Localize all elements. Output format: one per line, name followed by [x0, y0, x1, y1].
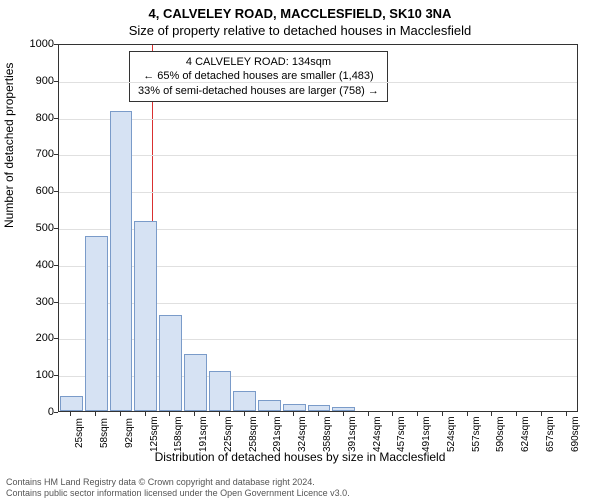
footer-attribution: Contains HM Land Registry data © Crown c… [6, 477, 350, 498]
xtick-label: 25sqm [74, 418, 85, 452]
x-axis-label: Distribution of detached houses by size … [0, 450, 600, 464]
xtick-mark [491, 412, 492, 416]
xtick-mark [268, 412, 269, 416]
xtick-label: 624sqm [520, 418, 531, 452]
ytick-label: 0 [14, 406, 54, 418]
xtick-mark [318, 412, 319, 416]
xtick-label: 424sqm [372, 418, 383, 452]
histogram-bar [159, 315, 182, 411]
histogram-bar [209, 371, 232, 411]
xtick-mark [145, 412, 146, 416]
xtick-label: 324sqm [297, 418, 308, 452]
xtick-label: 657sqm [545, 418, 556, 452]
xtick-label: 524sqm [446, 418, 457, 452]
xtick-mark [343, 412, 344, 416]
xtick-mark [293, 412, 294, 416]
ytick-mark [54, 44, 58, 45]
xtick-mark [566, 412, 567, 416]
xtick-label: 58sqm [99, 418, 110, 452]
histogram-bar [134, 221, 157, 411]
ytick-label: 300 [14, 296, 54, 308]
xtick-mark [194, 412, 195, 416]
xtick-mark [368, 412, 369, 416]
xtick-label: 125sqm [149, 418, 160, 452]
ytick-label: 200 [14, 332, 54, 344]
ytick-mark [54, 191, 58, 192]
xtick-label: 690sqm [570, 418, 581, 452]
xtick-label: 291sqm [272, 418, 283, 452]
ytick-mark [54, 302, 58, 303]
xtick-mark [516, 412, 517, 416]
ytick-label: 900 [14, 75, 54, 87]
xtick-label: 491sqm [421, 418, 432, 452]
xtick-label: 258sqm [248, 418, 259, 452]
xtick-label: 92sqm [124, 418, 135, 452]
histogram-chart: 4 CALVELEY ROAD: 134sqm ← 65% of detache… [58, 44, 578, 412]
xtick-mark [120, 412, 121, 416]
xtick-mark [467, 412, 468, 416]
ytick-mark [54, 338, 58, 339]
xtick-mark [219, 412, 220, 416]
footer-line1: Contains HM Land Registry data © Crown c… [6, 477, 350, 487]
ytick-mark [54, 412, 58, 413]
xtick-mark [169, 412, 170, 416]
ytick-label: 400 [14, 259, 54, 271]
ytick-label: 700 [14, 148, 54, 160]
footer-line2: Contains public sector information licen… [6, 488, 350, 498]
xtick-mark [244, 412, 245, 416]
xtick-mark [417, 412, 418, 416]
chart-title: Size of property relative to detached ho… [0, 21, 600, 38]
ytick-mark [54, 228, 58, 229]
address-title: 4, CALVELEY ROAD, MACCLESFIELD, SK10 3NA [0, 0, 600, 21]
ytick-label: 100 [14, 369, 54, 381]
xtick-label: 391sqm [347, 418, 358, 452]
ytick-mark [54, 265, 58, 266]
xtick-label: 590sqm [495, 418, 506, 452]
xtick-label: 225sqm [223, 418, 234, 452]
ytick-label: 800 [14, 112, 54, 124]
ytick-label: 600 [14, 185, 54, 197]
histogram-bar [60, 396, 83, 411]
ytick-mark [54, 375, 58, 376]
histogram-bar [85, 236, 108, 411]
histogram-bar [258, 400, 281, 411]
xtick-mark [442, 412, 443, 416]
histogram-bar [233, 391, 256, 411]
callout-line3: 33% of semi-detached houses are larger (… [138, 84, 379, 98]
ytick-label: 500 [14, 222, 54, 234]
xtick-label: 158sqm [173, 418, 184, 452]
histogram-bar [332, 407, 355, 411]
xtick-mark [541, 412, 542, 416]
ytick-mark [54, 81, 58, 82]
xtick-mark [95, 412, 96, 416]
histogram-bar [184, 354, 207, 411]
gridline [59, 82, 577, 83]
ytick-label: 1000 [14, 38, 54, 50]
gridline [59, 155, 577, 156]
xtick-label: 358sqm [322, 418, 333, 452]
histogram-bar [110, 111, 133, 411]
xtick-mark [392, 412, 393, 416]
xtick-label: 557sqm [471, 418, 482, 452]
xtick-label: 191sqm [198, 418, 209, 452]
xtick-label: 457sqm [396, 418, 407, 452]
gridline [59, 192, 577, 193]
callout-line1: 4 CALVELEY ROAD: 134sqm [138, 55, 379, 69]
gridline [59, 119, 577, 120]
ytick-mark [54, 118, 58, 119]
y-axis-label: Number of detached properties [2, 63, 16, 228]
histogram-bar [308, 405, 331, 411]
callout-box: 4 CALVELEY ROAD: 134sqm ← 65% of detache… [129, 51, 388, 102]
ytick-mark [54, 154, 58, 155]
histogram-bar [283, 404, 306, 411]
xtick-mark [70, 412, 71, 416]
